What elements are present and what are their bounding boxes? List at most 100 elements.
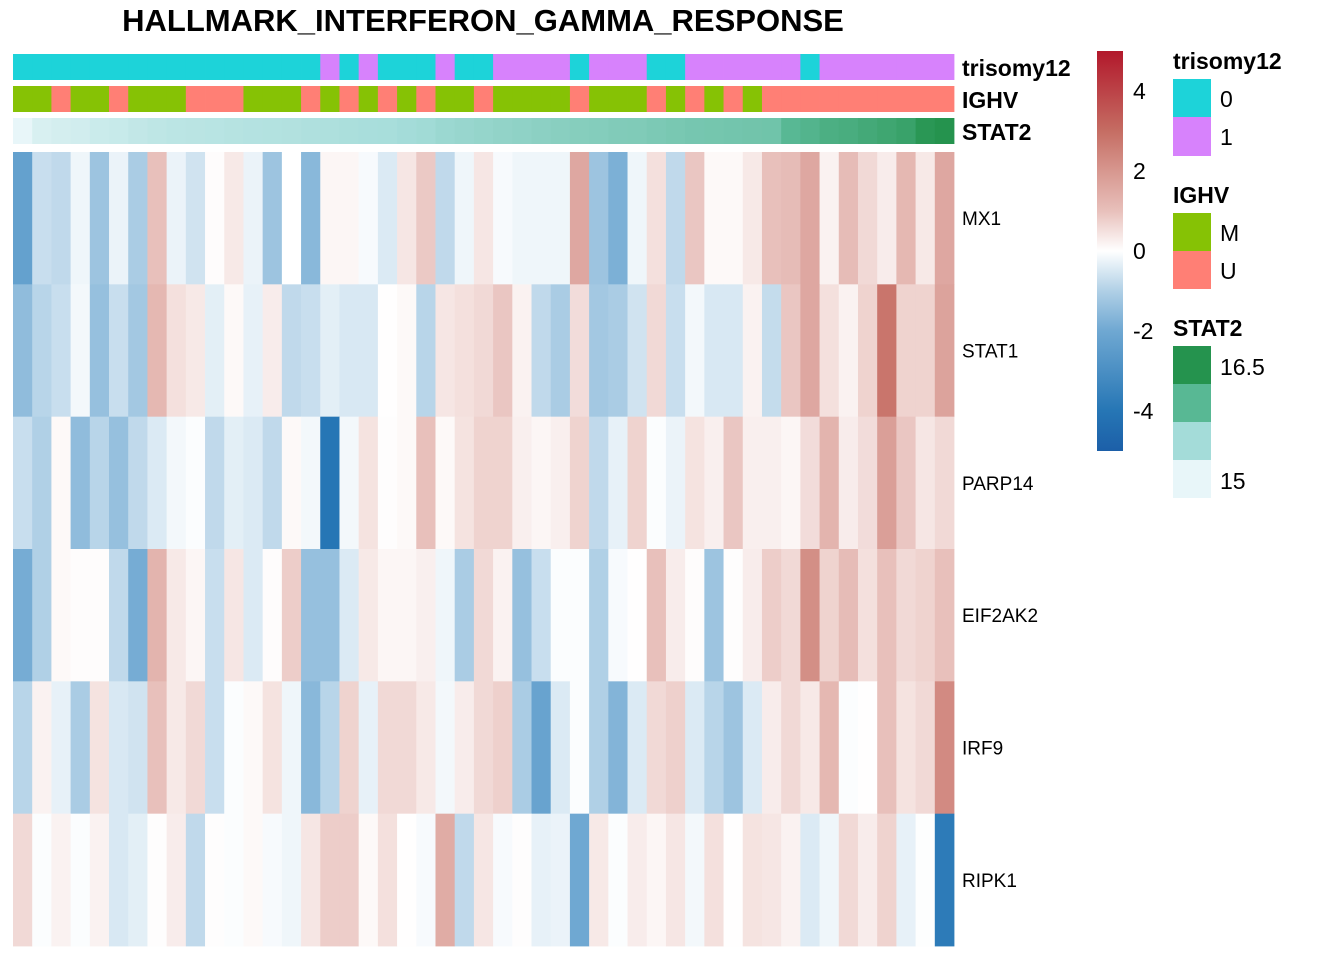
annotation-cell-ighv: [608, 86, 628, 112]
heatmap-cell: [435, 549, 456, 682]
annotation-cell-trisomy12: [397, 54, 417, 80]
heatmap-cell: [435, 416, 456, 550]
annotation-cell-stat2: [454, 118, 475, 144]
heatmap-cell: [320, 813, 340, 947]
heatmap-cell: [493, 152, 513, 285]
heatmap-cell: [704, 813, 724, 947]
heatmap-cell: [704, 152, 724, 285]
heatmap-cell: [742, 549, 763, 682]
annotation-cell-stat2: [185, 118, 206, 144]
annotation-cell-stat2: [877, 118, 897, 144]
heatmap-cell: [358, 681, 379, 815]
annotation-cell-ighv: [224, 86, 244, 112]
heatmap-cell: [800, 152, 820, 285]
heatmap-cell: [877, 416, 897, 550]
heatmap-cell: [608, 681, 628, 815]
heatmap-cell: [454, 416, 475, 550]
color-scale-tick-label: 0: [1133, 238, 1146, 264]
heatmap-cell: [147, 416, 168, 550]
heatmap-cell: [665, 152, 686, 285]
annotation-cell-stat2: [665, 118, 686, 144]
heatmap-cell: [416, 284, 436, 418]
annotation-cell-trisomy12: [224, 54, 244, 80]
annotation-label-stat2: STAT2: [962, 119, 1031, 145]
heatmap-cell: [473, 152, 494, 285]
heatmap-cell: [493, 549, 513, 682]
heatmap-cell: [377, 681, 398, 815]
annotation-cell-ighv: [339, 86, 360, 112]
annotation-cell-ighv: [704, 86, 724, 112]
heatmap-cell: [493, 284, 513, 418]
heatmap-cell: [128, 416, 148, 550]
annotation-cell-trisomy12: [819, 54, 840, 80]
annotation-cell-trisomy12: [723, 54, 744, 80]
heatmap-cell: [934, 416, 955, 550]
heatmap-cell: [608, 813, 628, 947]
annotation-cell-ighv: [397, 86, 417, 112]
annotation-cell-ighv: [109, 86, 129, 112]
heatmap-cell: [723, 416, 744, 550]
annotation-cell-ighv: [147, 86, 168, 112]
annotation-cell-trisomy12: [493, 54, 513, 80]
heatmap-cell: [685, 284, 705, 418]
heatmap-cell: [435, 813, 456, 947]
heatmap-cell: [934, 681, 955, 815]
annotation-cell-trisomy12: [454, 54, 475, 80]
annotation-cell-stat2: [838, 118, 859, 144]
heatmap-cell: [397, 549, 417, 682]
heatmap-cell: [281, 813, 302, 947]
heatmap-cell: [646, 416, 667, 550]
heatmap-cell: [646, 284, 667, 418]
heatmap-cell: [70, 813, 91, 947]
annotation-cell-ighv: [761, 86, 782, 112]
heatmap-cell: [454, 284, 475, 418]
annotation-cell-stat2: [13, 118, 33, 144]
heatmap-cell: [13, 681, 33, 815]
heatmap-cell: [531, 681, 552, 815]
legend-label: 1: [1220, 124, 1233, 150]
annotation-cell-stat2: [128, 118, 148, 144]
heatmap-cell: [454, 152, 475, 285]
heatmap-cell: [51, 416, 72, 550]
heatmap-cell: [473, 549, 494, 682]
heatmap-cell: [569, 152, 590, 285]
heatmap-cell: [224, 152, 244, 285]
heatmap-cell: [838, 549, 859, 682]
heatmap-cell: [781, 416, 801, 550]
legend-swatch-u: [1173, 251, 1211, 289]
heatmap-cell: [109, 152, 129, 285]
heatmap-cell: [781, 152, 801, 285]
legend-title: IGHV: [1173, 182, 1230, 208]
heatmap-cell: [512, 152, 532, 285]
heatmap-cell: [550, 284, 571, 418]
annotation-cell-stat2: [857, 118, 878, 144]
heatmap-cell: [397, 813, 417, 947]
annotation-cell-ighv: [493, 86, 513, 112]
annotation-cell-stat2: [281, 118, 302, 144]
heatmap-cell: [70, 681, 91, 815]
heatmap-cell: [454, 813, 475, 947]
heatmap-cell: [262, 549, 283, 682]
heatmap-cell: [262, 813, 283, 947]
heatmap-cell: [569, 549, 590, 682]
heatmap-cell: [819, 549, 840, 682]
heatmap-cell: [665, 416, 686, 550]
heatmap-cell: [857, 416, 878, 550]
heatmap-cell: [589, 681, 609, 815]
heatmap-cell: [531, 416, 552, 550]
heatmap-cell: [896, 681, 916, 815]
heatmap-cell: [646, 813, 667, 947]
heatmap-cell: [320, 549, 340, 682]
heatmap-cell: [896, 152, 916, 285]
heatmap-cell: [416, 681, 436, 815]
legend-title: trisomy12: [1173, 48, 1282, 74]
annotation-cell-stat2: [819, 118, 840, 144]
heatmap-cell: [915, 284, 936, 418]
annotation-cell-ighv: [915, 86, 936, 112]
heatmap-cell: [627, 549, 648, 682]
annotation-cell-stat2: [301, 118, 321, 144]
heatmap-cell: [723, 549, 744, 682]
annotation-cell-trisomy12: [70, 54, 91, 80]
annotation-cell-stat2: [224, 118, 244, 144]
heatmap-cell: [109, 813, 129, 947]
